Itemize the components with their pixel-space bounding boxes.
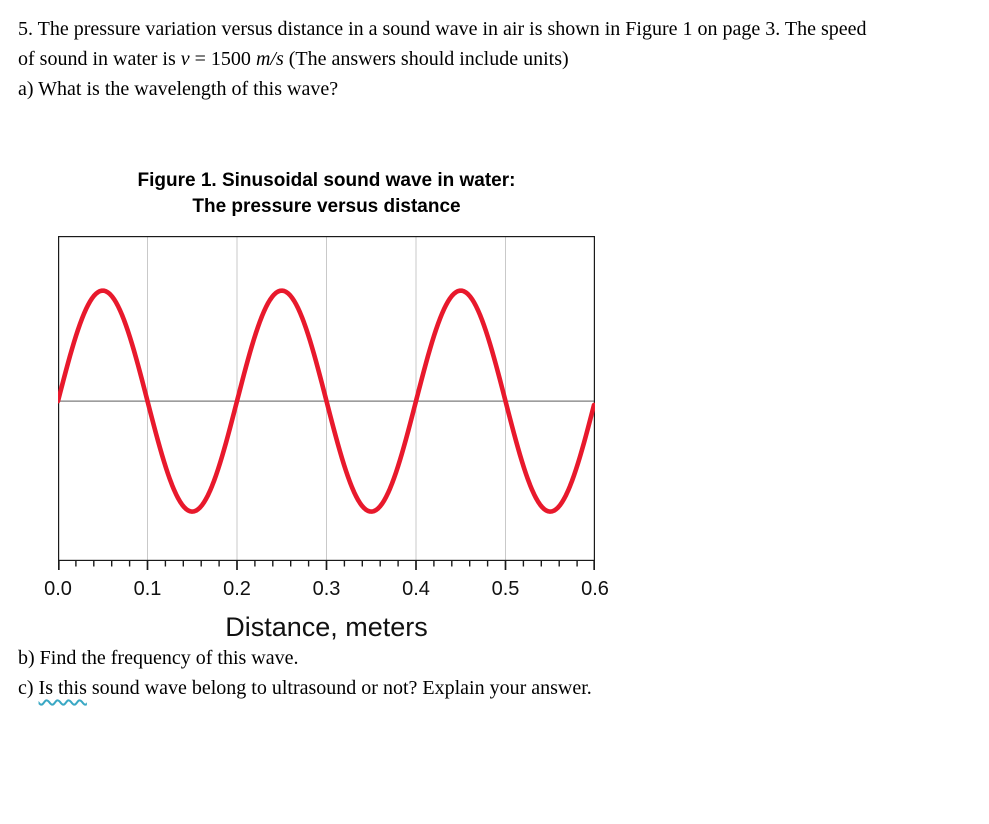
x-tick-label: 0.4 — [402, 578, 430, 600]
line2-suffix: (The answers should include units) — [283, 48, 569, 70]
x-tick-label: 0.5 — [491, 578, 520, 600]
x-tick-label: 0.2 — [223, 578, 251, 600]
part-c-prefix: c) — [18, 677, 39, 699]
x-tick-label: 0.6 — [581, 578, 609, 600]
question-part-b: b) Find the frequency of this wave. — [18, 647, 299, 669]
speed-symbol: v — [180, 48, 190, 70]
pressure-wave-chart — [55, 236, 597, 570]
figure-1: Figure 1. Sinusoidal sound wave in water… — [44, 168, 609, 643]
x-axis-tick-labels: 0.0 0.1 0.2 0.3 0.4 0.5 0.6 — [44, 578, 609, 604]
problem-statement-line1: 5. The pressure variation versus distanc… — [18, 18, 867, 40]
line2-mid: = 1500 — [189, 48, 256, 70]
figure-title: Figure 1. Sinusoidal sound wave in water… — [58, 168, 595, 220]
spellcheck-underlined-text: Is this — [38, 677, 87, 699]
figure-title-line2: The pressure versus distance — [192, 196, 461, 217]
x-tick-label: 0.1 — [133, 578, 162, 600]
question-part-c: c) Is this sound wave belong to ultrasou… — [18, 673, 971, 703]
part-c-suffix: sound wave belong to ultrasound or not? … — [86, 677, 592, 699]
x-tick-label: 0.0 — [44, 578, 72, 600]
figure-title-line1: Figure 1. Sinusoidal sound wave in water… — [137, 170, 516, 191]
chart-area — [55, 236, 597, 576]
problem-statement-line2: of sound in water is v = 1500 m/s (The a… — [18, 44, 971, 74]
line2-prefix: of sound in water is — [18, 48, 181, 70]
speed-units: m/s — [255, 48, 284, 70]
question-part-a: a) What is the wavelength of this wave? — [18, 78, 339, 100]
x-tick-label: 0.3 — [312, 578, 341, 600]
x-axis-label: Distance, meters — [225, 612, 428, 642]
